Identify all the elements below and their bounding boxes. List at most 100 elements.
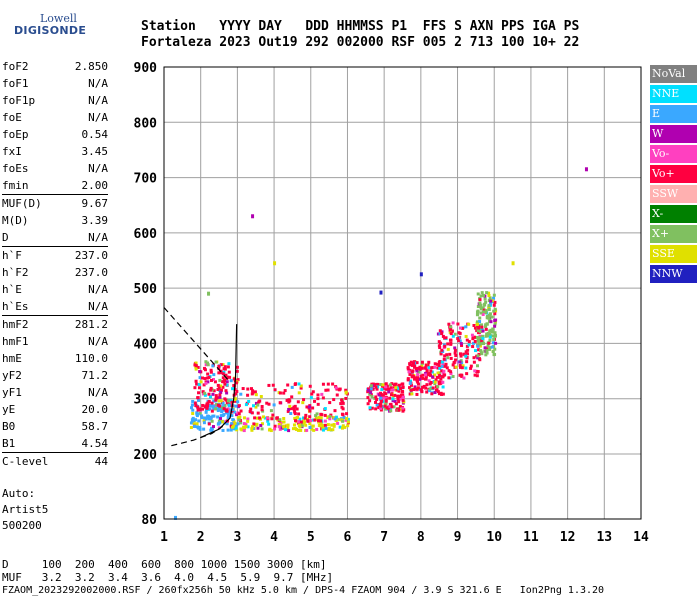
echo-point (196, 412, 200, 416)
echo-point (251, 391, 255, 395)
echo-point (492, 309, 496, 313)
echo-point (396, 394, 400, 398)
echo-point (409, 360, 413, 364)
echo-point (438, 346, 442, 350)
y-tick-label: 500 (134, 282, 158, 297)
echo-point (385, 387, 389, 391)
echo-point (387, 387, 391, 391)
echo-point (332, 423, 336, 427)
echo-point (301, 416, 305, 420)
echo-point (461, 364, 465, 368)
echo-point (488, 296, 492, 300)
x-tick-label: 12 (560, 530, 576, 545)
echo-point (458, 339, 462, 343)
echo-point (286, 426, 290, 430)
x-tick-label: 8 (417, 530, 425, 545)
echo-point (316, 393, 320, 397)
echo-point (429, 366, 433, 370)
echo-point (206, 380, 210, 384)
echo-point (282, 420, 286, 424)
echo-point (311, 390, 315, 394)
echo-point (484, 300, 488, 304)
echo-point (211, 425, 215, 429)
param-value: 58.7 (81, 420, 109, 433)
legend-item-nne: NNE (650, 85, 697, 103)
echo-point (285, 424, 289, 428)
echo-point (441, 392, 445, 396)
echo-point (239, 421, 243, 425)
echo-point (289, 412, 293, 416)
legend-item-x: X+ (650, 225, 697, 243)
echo-point (427, 360, 431, 364)
echo-point (212, 399, 216, 403)
param-row: h`E N/A (2, 281, 108, 298)
echo-point (368, 392, 372, 396)
echo-point (472, 356, 476, 360)
echo-point (433, 382, 437, 386)
echo-point (326, 423, 330, 427)
echo-point (479, 303, 483, 307)
echo-point (430, 392, 434, 396)
echo-point (443, 344, 447, 348)
echo-point (387, 390, 391, 394)
echo-point (420, 364, 424, 368)
param-name: hmF1 (2, 335, 29, 348)
echo-point (473, 326, 477, 330)
echo-point (191, 408, 195, 412)
echo-point (493, 320, 497, 324)
echo-point (467, 322, 471, 326)
echo-point (331, 382, 335, 386)
echo-point (290, 395, 294, 399)
echo-point (493, 352, 497, 356)
echo-point (267, 402, 271, 406)
echo-point (408, 392, 412, 396)
echo-point (449, 372, 453, 376)
echo-point (447, 376, 451, 380)
echo-point (292, 423, 296, 427)
echo-point (382, 386, 386, 390)
echo-point (214, 398, 218, 402)
echo-point (401, 386, 405, 390)
echo-point (204, 404, 208, 408)
echo-point (194, 367, 198, 371)
echo-point (222, 367, 226, 371)
echo-point (237, 418, 241, 422)
echo-point (296, 428, 300, 432)
echo-point (246, 393, 250, 397)
echo-point (296, 415, 300, 419)
echo-point (475, 364, 479, 368)
echo-point (421, 385, 425, 389)
echo-point (219, 414, 223, 418)
echo-point (435, 362, 439, 366)
echo-point (231, 408, 235, 412)
x-tick-label: 1 (160, 530, 168, 545)
echo-point (198, 427, 202, 431)
echo-point (250, 425, 254, 429)
echo-point (479, 349, 483, 353)
x-tick-label: 7 (380, 530, 388, 545)
echo-point (266, 416, 270, 420)
echo-point (287, 429, 291, 433)
echo-point (446, 347, 450, 351)
echo-point (340, 405, 344, 409)
echo-point (254, 393, 258, 397)
echo-point (454, 365, 458, 369)
param-value: N/A (88, 94, 108, 107)
echo-point (200, 414, 204, 418)
echo-point (236, 400, 240, 404)
echo-point (457, 339, 461, 343)
echo-point (310, 427, 314, 431)
echo-point (217, 371, 221, 375)
echo-point (290, 385, 294, 389)
param-row: foF1 N/A (2, 75, 108, 92)
echo-point (215, 403, 219, 407)
echo-point (397, 389, 401, 393)
echo-point (219, 388, 223, 392)
echo-point (477, 326, 481, 330)
param-row: fxI 3.45 (2, 143, 108, 160)
echo-point (319, 422, 323, 426)
echo-point (217, 399, 221, 403)
x-tick-label: 9 (454, 530, 462, 545)
echo-point (246, 387, 250, 391)
echo-point (470, 333, 474, 337)
